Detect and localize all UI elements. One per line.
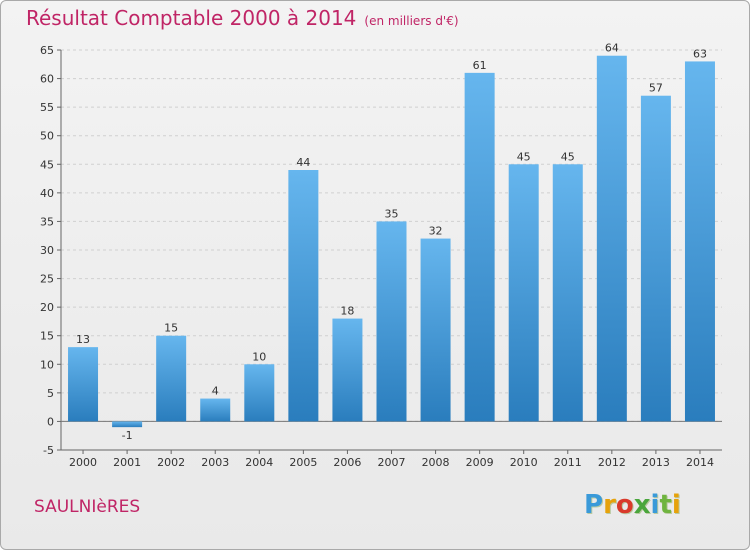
y-tick-label: 20 [40, 301, 54, 314]
data-label: 57 [649, 82, 663, 95]
data-label: 18 [340, 305, 354, 318]
brand-letter: r [603, 490, 616, 520]
y-tick-label: 40 [40, 187, 54, 200]
brand-letter: i [671, 490, 681, 520]
labels: -5 0 5 10 15 20 25 30 35 40 45 50 55 60 65 13 2000 -1 2001… [40, 42, 714, 469]
y-tick-label: 65 [40, 44, 54, 57]
bar [200, 398, 231, 422]
data-label: 45 [561, 150, 575, 163]
bar [420, 238, 451, 422]
x-tick-label: 2000 [69, 456, 97, 469]
y-tick-label: 10 [40, 358, 54, 371]
bar [552, 164, 583, 422]
bar [684, 61, 715, 422]
x-tick-label: 2011 [554, 456, 582, 469]
chart-title: Résultat Comptable 2000 à 2014 (en millie… [26, 6, 459, 30]
y-tick-label: 45 [40, 158, 54, 171]
y-tick-label: -5 [43, 444, 54, 457]
bar [244, 364, 275, 422]
x-tick-label: 2010 [510, 456, 538, 469]
y-tick-label: 15 [40, 330, 54, 343]
bar [332, 318, 363, 422]
data-label: 44 [296, 156, 310, 169]
chart-title-text: Résultat Comptable 2000 à 2014 [26, 6, 357, 30]
x-tick-label: 2005 [289, 456, 317, 469]
x-tick-label: 2014 [686, 456, 714, 469]
brand-letter: P [584, 490, 604, 520]
data-label: 15 [164, 322, 178, 335]
x-tick-label: 2002 [157, 456, 185, 469]
x-tick-label: 2007 [378, 456, 406, 469]
data-label: 32 [429, 225, 443, 238]
bar [508, 164, 539, 422]
bar [288, 170, 319, 422]
y-tick-label: 55 [40, 101, 54, 114]
x-tick-label: 2008 [422, 456, 450, 469]
data-label: 4 [212, 385, 219, 398]
x-tick-label: 2012 [598, 456, 626, 469]
bar [640, 95, 671, 422]
bar [376, 221, 407, 422]
brand-letter: x [633, 490, 651, 520]
y-tick-label: 30 [40, 244, 54, 257]
data-label: -1 [122, 429, 133, 442]
chart-unit-text: (en milliers d'€) [364, 14, 459, 28]
brand-letter: i [650, 490, 660, 520]
y-tick-label: 60 [40, 73, 54, 86]
data-label: 64 [605, 42, 619, 55]
x-tick-label: 2003 [201, 456, 229, 469]
bar [68, 347, 99, 422]
data-label: 61 [473, 59, 487, 72]
x-tick-label: 2004 [245, 456, 273, 469]
y-tick-label: 50 [40, 130, 54, 143]
y-tick-label: 25 [40, 273, 54, 286]
brand-logo: Proxiti [584, 490, 681, 520]
place-name: SAULNIèRES [34, 497, 141, 517]
y-tick-label: 0 [47, 415, 54, 428]
data-label: 45 [517, 150, 531, 163]
brand-letter: t [659, 490, 672, 520]
x-tick-label: 2006 [333, 456, 361, 469]
bar [464, 72, 495, 422]
bar [596, 55, 627, 422]
bar [112, 421, 143, 428]
brand-letter: o [615, 490, 634, 520]
bar [156, 335, 187, 422]
data-label: 63 [693, 47, 707, 60]
bars [68, 55, 715, 428]
data-label: 13 [76, 333, 90, 346]
x-tick-label: 2009 [466, 456, 494, 469]
data-label: 10 [252, 350, 266, 363]
data-label: 35 [385, 207, 399, 220]
y-tick-label: 35 [40, 215, 54, 228]
x-tick-label: 2001 [113, 456, 141, 469]
y-tick-label: 5 [47, 387, 54, 400]
x-tick-label: 2013 [642, 456, 670, 469]
